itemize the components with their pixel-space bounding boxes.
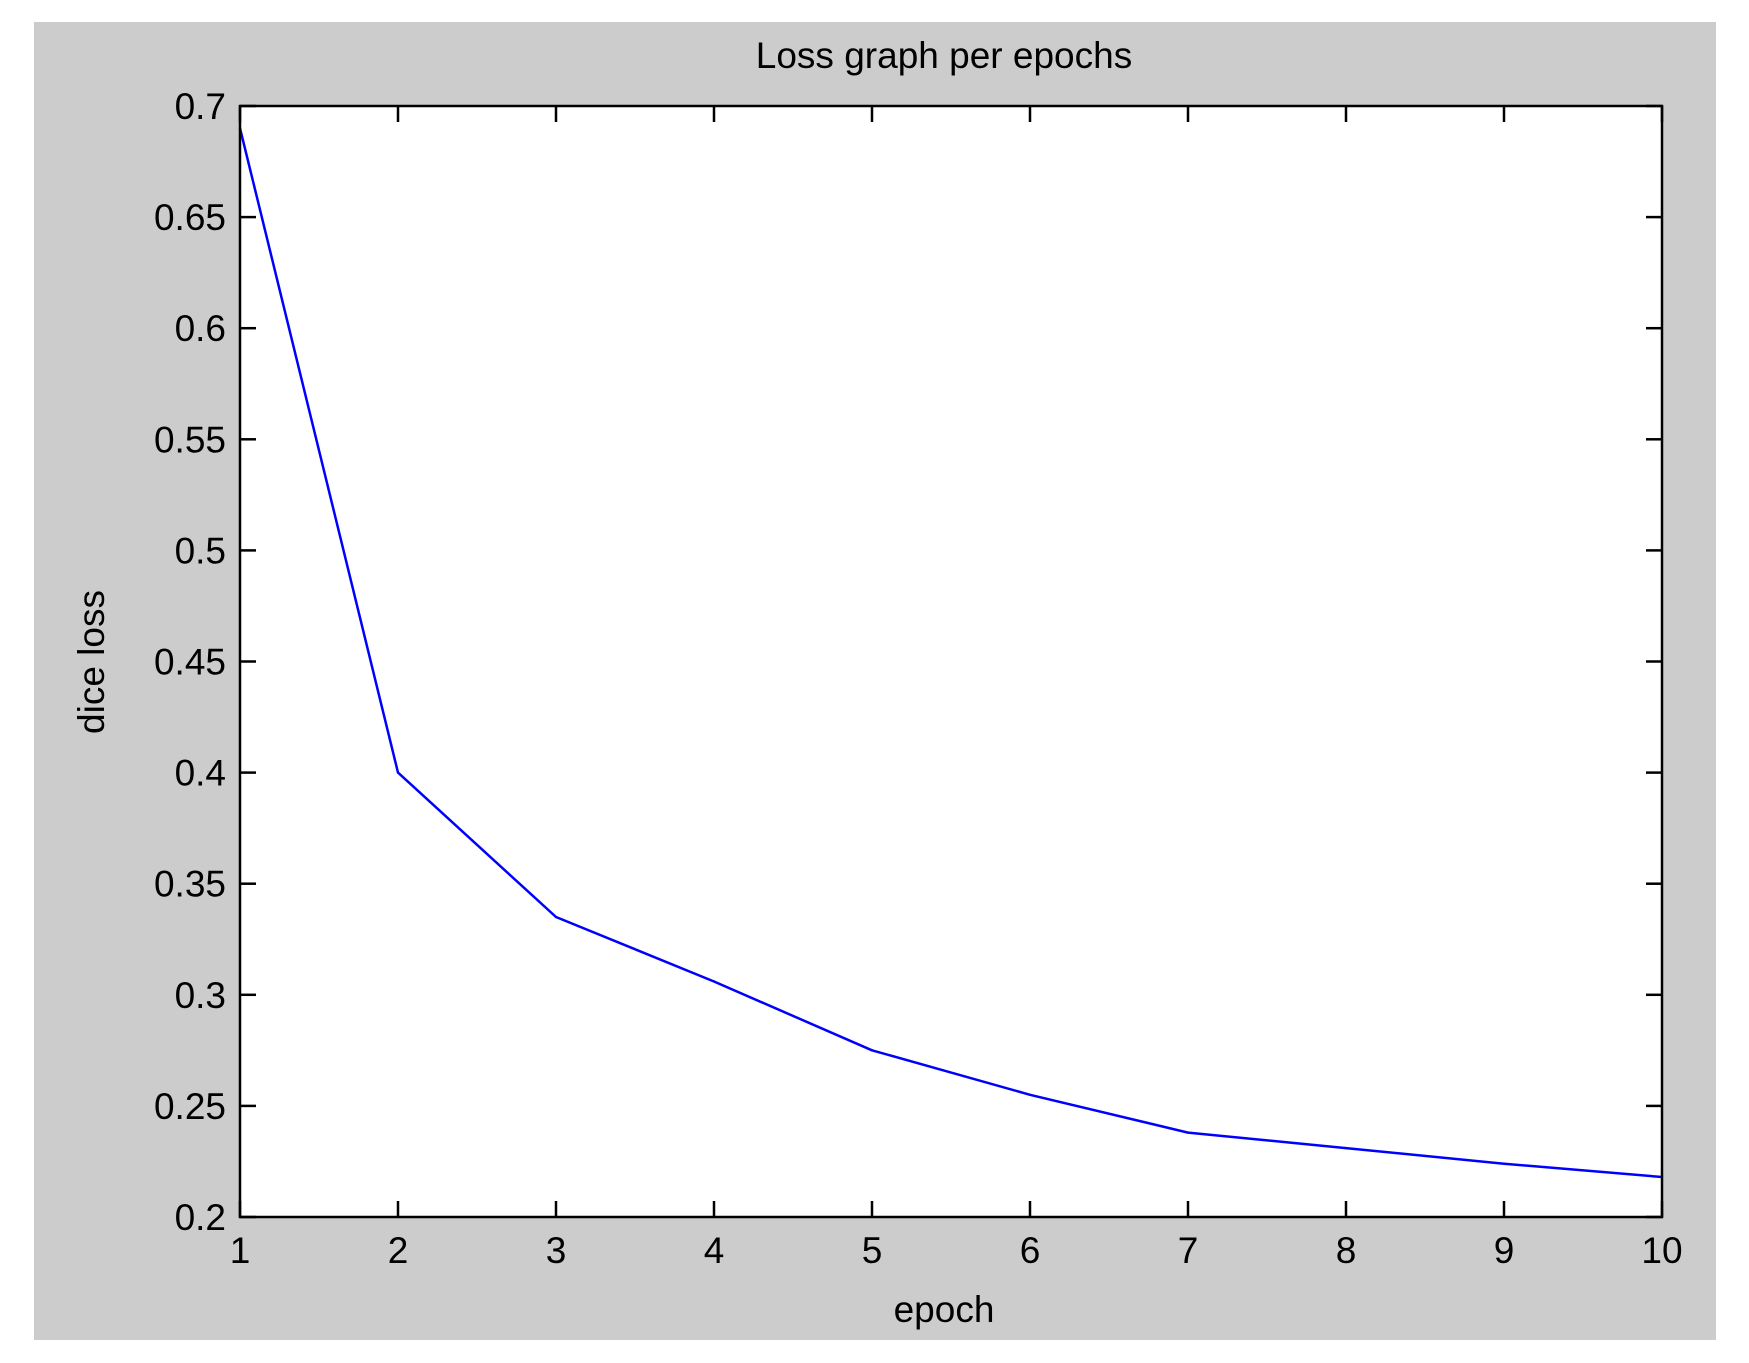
- chart-title: Loss graph per epochs: [756, 35, 1132, 76]
- y-tick-label-0.45: 0.45: [154, 642, 226, 683]
- x-tick-label-1: 1: [230, 1230, 251, 1271]
- tick-labels-layer: 1 2 3 4 5 6 7 8 9 10 0.2 0.25 0.3 0.35 0.4 0.45 0.5 0.55 0…: [154, 86, 1683, 1271]
- y-tick-label-0.5: 0.5: [175, 530, 226, 571]
- data-point-epoch-9: [1502, 1162, 1506, 1165]
- y-tick-label-0.7: 0.7: [175, 86, 226, 127]
- loss-series-line: [238, 127, 1663, 1179]
- y-axis-label: dice loss: [71, 590, 112, 734]
- x-tick-label-5: 5: [862, 1230, 883, 1271]
- y-tick-label-0.3: 0.3: [175, 975, 226, 1016]
- x-tick-label-6: 6: [1020, 1230, 1041, 1271]
- y-tick-label-0.6: 0.6: [175, 308, 226, 349]
- x-tick-label-2: 2: [388, 1230, 409, 1271]
- plot-area: [240, 106, 1662, 1217]
- data-point-epoch-8: [1344, 1146, 1348, 1150]
- data-point-epoch-7: [1186, 1131, 1190, 1134]
- y-tick-label-0.2: 0.2: [175, 1197, 226, 1238]
- y-tick-label-0.4: 0.4: [175, 753, 226, 794]
- x-tick-label-4: 4: [704, 1230, 725, 1271]
- x-tick-label-7: 7: [1178, 1230, 1199, 1271]
- data-point-epoch-4: [712, 980, 716, 983]
- data-point-epoch-3: [554, 915, 558, 919]
- x-tick-label-3: 3: [546, 1230, 567, 1271]
- x-tick-label-10: 10: [1641, 1230, 1682, 1271]
- axes-frame: [238, 104, 1664, 1219]
- data-point-epoch-5: [870, 1049, 874, 1052]
- y-tick-label-0.65: 0.65: [154, 197, 226, 238]
- x-axis-label: epoch: [894, 1289, 995, 1330]
- y-tick-label-0.55: 0.55: [154, 419, 226, 460]
- data-point-epoch-2: [396, 771, 400, 774]
- x-tick-label-8: 8: [1336, 1230, 1357, 1271]
- x-tick-label-9: 9: [1494, 1230, 1515, 1271]
- y-tick-label-0.25: 0.25: [154, 1086, 226, 1127]
- data-point-epoch-6: [1028, 1093, 1032, 1096]
- y-tick-label-0.35: 0.35: [154, 864, 226, 905]
